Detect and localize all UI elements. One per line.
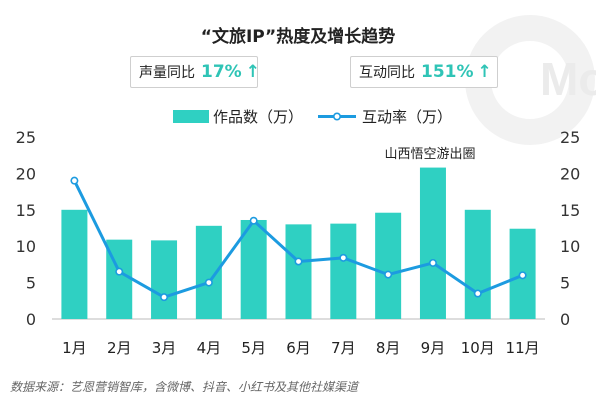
y-tick-label-right: 0 <box>560 310 570 329</box>
y-tick-label-right: 15 <box>560 201 580 220</box>
x-tick-label: 10月 <box>461 339 495 357</box>
line-point <box>339 253 348 262</box>
line-point <box>384 270 393 279</box>
bar <box>285 224 312 319</box>
volume-yoy-value: 17% <box>201 62 242 82</box>
y-tick-label-right: 20 <box>560 164 580 183</box>
annotation-label: 山西悟空游出圈 <box>384 147 475 162</box>
x-tick-label: 9月 <box>421 339 446 357</box>
volume-yoy-box: 声量同比 17% ↑ <box>130 56 260 88</box>
bar <box>61 209 88 319</box>
chart-title: “文旅IP”热度及增长趋势 <box>200 27 396 47</box>
y-tick-label-left: 0 <box>26 310 36 329</box>
y-tick-label-right: 25 <box>560 128 580 147</box>
x-tick-label: 3月 <box>152 339 177 357</box>
y-tick-label-right: 10 <box>560 237 580 256</box>
legend-bar-label: 作品数（万） <box>213 108 303 126</box>
bar <box>151 240 178 319</box>
bar <box>375 212 402 319</box>
x-tick-label: 11月 <box>506 339 540 357</box>
x-tick-label: 8月 <box>376 339 401 357</box>
legend-line-marker <box>332 112 341 121</box>
interaction-yoy-label: 互动同比 <box>359 65 415 81</box>
interaction-yoy-box: 互动同比 151% ↑ <box>350 56 498 88</box>
x-tick-label: 7月 <box>331 339 356 357</box>
interaction-yoy-value: 151% <box>421 62 474 82</box>
x-tick-label: 4月 <box>197 339 222 357</box>
y-tick-label-left: 25 <box>16 128 36 147</box>
x-tick-label: 2月 <box>107 339 132 357</box>
line-point <box>428 258 437 267</box>
line-point <box>294 257 303 266</box>
y-tick-label-left: 20 <box>16 164 36 183</box>
legend-bar-swatch <box>173 110 209 123</box>
bar <box>240 219 267 319</box>
source-footnote: 数据来源：艺恩营销智库，含微博、抖音、小红书及其他社媒渠道 <box>10 380 359 394</box>
x-tick-label: 1月 <box>62 339 87 357</box>
y-tick-label-left: 5 <box>26 274 36 293</box>
line-point <box>249 216 258 225</box>
volume-yoy-label: 声量同比 <box>139 65 195 81</box>
line-point <box>115 267 124 276</box>
line-point <box>70 176 79 185</box>
up-arrow-icon: ↑ <box>245 62 260 82</box>
legend-line-label: 互动率（万） <box>362 108 452 126</box>
line-point <box>204 278 213 287</box>
y-tick-label-left: 15 <box>16 201 36 220</box>
line-point <box>473 289 482 298</box>
line-point <box>160 293 169 302</box>
watermark-text: Mo <box>540 53 596 105</box>
y-tick-label-left: 10 <box>16 237 36 256</box>
y-tick-label-right: 5 <box>560 274 570 293</box>
bar <box>330 223 357 319</box>
bar <box>464 209 491 319</box>
up-arrow-icon: ↑ <box>477 62 492 82</box>
line-point <box>518 271 527 280</box>
x-tick-label: 6月 <box>286 339 311 357</box>
bar <box>419 167 446 319</box>
x-tick-label: 5月 <box>241 339 266 357</box>
